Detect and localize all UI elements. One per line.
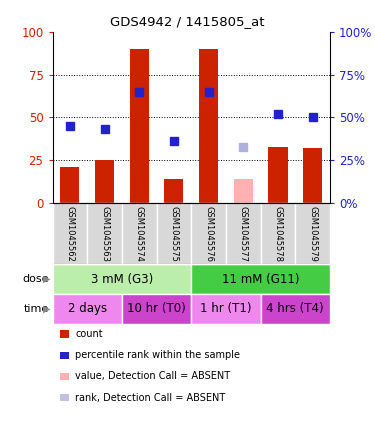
Text: 4 hrs (T4): 4 hrs (T4) — [267, 302, 324, 315]
Bar — [164, 179, 183, 203]
Text: GSM1045579: GSM1045579 — [308, 206, 317, 262]
Text: 10 hr (T0): 10 hr (T0) — [127, 302, 186, 315]
Bar — [122, 203, 157, 264]
Text: GSM1045563: GSM1045563 — [100, 206, 109, 262]
Text: GSM1045562: GSM1045562 — [65, 206, 74, 262]
Bar — [199, 49, 218, 203]
Text: GSM1045574: GSM1045574 — [135, 206, 144, 262]
Bar — [122, 294, 191, 324]
Bar — [303, 148, 322, 203]
Bar — [296, 203, 330, 264]
Bar — [60, 167, 80, 203]
Bar — [261, 294, 330, 324]
Bar — [130, 49, 149, 203]
Bar — [261, 203, 296, 264]
Bar — [95, 160, 114, 203]
Bar — [226, 203, 261, 264]
Text: rank, Detection Call = ABSENT: rank, Detection Call = ABSENT — [75, 393, 225, 403]
Bar — [53, 203, 87, 264]
Bar — [87, 203, 122, 264]
Bar — [191, 264, 330, 294]
Text: ▶: ▶ — [43, 274, 51, 284]
Text: 3 mM (G3): 3 mM (G3) — [91, 273, 153, 286]
Text: ▶: ▶ — [43, 304, 51, 314]
Bar — [191, 203, 226, 264]
Text: GSM1045578: GSM1045578 — [273, 206, 282, 262]
Bar — [53, 264, 191, 294]
Bar — [157, 203, 191, 264]
Text: value, Detection Call = ABSENT: value, Detection Call = ABSENT — [75, 371, 230, 382]
Text: GSM1045577: GSM1045577 — [239, 206, 248, 262]
Text: 2 days: 2 days — [68, 302, 107, 315]
Text: GSM1045576: GSM1045576 — [204, 206, 213, 262]
Bar — [268, 146, 288, 203]
Text: dose: dose — [22, 274, 49, 284]
Text: time: time — [24, 304, 49, 314]
Bar — [53, 294, 122, 324]
Text: GDS4942 / 1415805_at: GDS4942 / 1415805_at — [110, 15, 265, 28]
Text: percentile rank within the sample: percentile rank within the sample — [75, 350, 240, 360]
Text: 1 hr (T1): 1 hr (T1) — [200, 302, 252, 315]
Text: GSM1045575: GSM1045575 — [170, 206, 178, 262]
Bar — [234, 179, 253, 203]
Bar — [191, 294, 261, 324]
Text: count: count — [75, 329, 103, 339]
Text: 11 mM (G11): 11 mM (G11) — [222, 273, 299, 286]
